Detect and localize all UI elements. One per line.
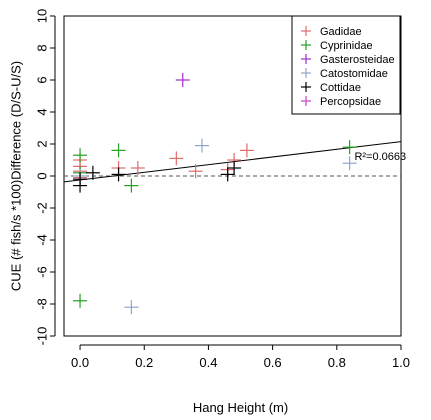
y-tick-label: -10 (34, 327, 49, 346)
r-squared-annotation: R²=0.0663 (354, 151, 406, 163)
y-tick-label: -6 (34, 266, 49, 278)
x-tick-label: 0.6 (264, 355, 282, 370)
legend-item: Gasterosteidae (301, 54, 395, 66)
y-tick-label: 6 (34, 76, 49, 83)
legend-label: Cottidae (320, 82, 361, 94)
x-tick-label: 0.0 (71, 355, 89, 370)
y-tick-label: -4 (34, 234, 49, 246)
y-tick-label: 10 (34, 9, 49, 23)
data-point (342, 140, 357, 155)
y-tick-label: 0 (34, 172, 49, 179)
y-tick-label: -2 (34, 202, 49, 214)
data-point (239, 143, 254, 158)
trend-lines (63, 141, 402, 183)
x-tick-label: 1.0 (392, 355, 410, 370)
x-tick-label: 0.8 (328, 355, 346, 370)
legend-label: Catostomidae (320, 68, 388, 80)
x-tick-label: 0.2 (135, 355, 153, 370)
y-tick-label: 8 (34, 44, 49, 51)
data-point (188, 164, 203, 179)
data-point (73, 293, 88, 308)
data-point (111, 143, 126, 158)
x-axis-title: Hang Height (m) (193, 400, 288, 415)
legend-item: Percopsidae (301, 96, 381, 108)
data-point (130, 161, 145, 175)
regression-line (63, 141, 402, 183)
legend-label: Gadidae (320, 26, 362, 38)
data-point (73, 172, 88, 187)
data-point (85, 165, 100, 180)
y-tick-label: 2 (34, 140, 49, 147)
data-point (124, 300, 139, 315)
legend: Gadidae Cyprinidae Gasterosteidae Catostomi… (291, 15, 401, 115)
data-points (73, 73, 357, 315)
y-axis-title: CUE (# fish/s *100)Difference (D/S-U/S) (8, 61, 23, 291)
legend-box (291, 15, 401, 115)
legend-item: Cottidae (301, 82, 361, 94)
legend-label: Cyprinidae (320, 40, 373, 52)
y-tick-label: -8 (34, 298, 49, 310)
data-point (175, 73, 190, 87)
data-point (220, 167, 235, 182)
legend-label: Percopsidae (320, 96, 381, 108)
data-point (342, 156, 357, 171)
y-tick-label: 4 (34, 108, 49, 115)
data-point (195, 138, 210, 153)
data-point (227, 161, 242, 175)
data-point (169, 151, 184, 166)
legend-item: Gadidae (301, 26, 362, 38)
data-point (124, 178, 139, 193)
legend-label: Gasterosteidae (320, 54, 395, 66)
data-point (73, 148, 88, 163)
axes: 0.0 0.2 0.4 0.6 0.8 1.0 -10 -8 -6 -4 -2 0 2 4 6 8 10 (34, 9, 410, 370)
legend-item: Cyprinidae (301, 40, 373, 52)
legend-item: Catostomidae (301, 68, 388, 80)
x-tick-label: 0.4 (199, 355, 217, 370)
data-point (111, 167, 126, 182)
